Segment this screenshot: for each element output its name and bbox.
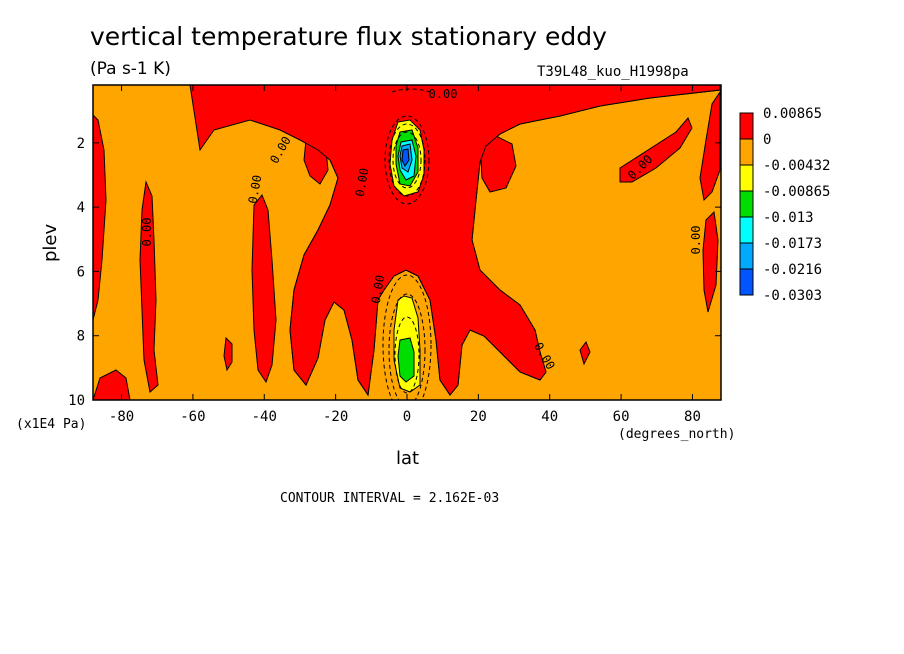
contour-label: 0.00 xyxy=(353,167,372,198)
contour-fields xyxy=(93,85,721,400)
contour-interval: CONTOUR INTERVAL = 2.162E-03 xyxy=(280,491,499,506)
x-tick-label: 80 xyxy=(684,409,701,425)
chart-title: vertical temperature flux stationary edd… xyxy=(90,22,607,51)
y-axis-units: (x1E4 Pa) xyxy=(16,417,86,432)
negative-upper-core xyxy=(401,148,410,167)
colorbar-swatch xyxy=(739,242,754,270)
positive-speck-50n xyxy=(579,340,591,366)
negative-core-low xyxy=(397,337,415,383)
positive-right-edge-top xyxy=(699,90,721,202)
x-tick-label: 60 xyxy=(613,409,630,425)
colorbar-swatch xyxy=(739,164,754,192)
dataset-label: T39L48_kuo_H1998pa xyxy=(537,64,689,80)
y-tick-label: 8 xyxy=(77,329,85,345)
positive-right-edge-low xyxy=(702,210,719,313)
colorbar-label: -0.00865 xyxy=(763,184,830,200)
x-tick-label: -80 xyxy=(109,409,134,425)
positive-blob-65n xyxy=(619,117,693,183)
colorbar-label: 0 xyxy=(763,132,771,148)
positive-speck-50s xyxy=(223,336,233,372)
colorbar-swatch xyxy=(739,112,754,140)
chart-units: (Pa s-1 K) xyxy=(90,59,171,79)
y-axis-title: plev xyxy=(40,223,61,262)
positive-left-edge xyxy=(93,114,107,321)
colorbar-label: -0.0216 xyxy=(763,262,822,278)
positive-left-bottom xyxy=(93,369,131,400)
x-axis-title: lat xyxy=(396,448,419,469)
x-tick-label: 0 xyxy=(403,409,411,425)
positive-blob-25n xyxy=(479,135,517,193)
colorbar-swatch xyxy=(739,268,754,296)
colorbar-label: -0.0173 xyxy=(763,236,822,252)
x-tick-label: 20 xyxy=(470,409,487,425)
colorbar-swatch xyxy=(739,190,754,218)
x-tick-label: 40 xyxy=(541,409,558,425)
y-tick-label: 6 xyxy=(77,264,85,280)
x-tick-label: -20 xyxy=(323,409,348,425)
positive-strip-42s xyxy=(251,194,277,384)
colorbar-label: -0.0303 xyxy=(763,288,822,304)
colorbar-label: -0.013 xyxy=(763,210,814,226)
contour-label: 0.00 xyxy=(429,87,458,101)
contour-label: 0.00 xyxy=(369,274,388,305)
colorbar-label: 0.00865 xyxy=(763,106,822,122)
y-tick-label: 2 xyxy=(77,136,85,152)
y-tick-label: 4 xyxy=(77,200,85,216)
y-tick-label: 10 xyxy=(68,393,85,409)
colorbar-label: -0.00432 xyxy=(763,158,830,174)
plot-area: 0.000.000.000.000.000.000.000.000.00 -80… xyxy=(68,84,722,425)
colorbar-legend: 0.00865 0 -0.00432 -0.00865 -0.013 -0.0173 -0.… xyxy=(739,106,830,304)
contour-label: 0.00 xyxy=(140,218,154,247)
contour-label: 0.00 xyxy=(689,226,703,255)
positive-upper-strip xyxy=(189,85,721,397)
contour-label: 0.00 xyxy=(246,174,265,205)
x-tick-label: -60 xyxy=(180,409,205,425)
negative-contour-lines xyxy=(382,88,432,400)
colorbar-swatch xyxy=(739,138,754,166)
y-axis: 2 4 6 8 10 xyxy=(68,136,721,409)
x-tick-label: -40 xyxy=(252,409,277,425)
x-axis: -80 -60 -40 -20 0 20 40 60 80 xyxy=(109,85,701,425)
colorbar-swatch xyxy=(739,216,754,244)
x-axis-units: (degrees_north) xyxy=(618,427,735,442)
positive-strip-73s xyxy=(139,180,159,393)
